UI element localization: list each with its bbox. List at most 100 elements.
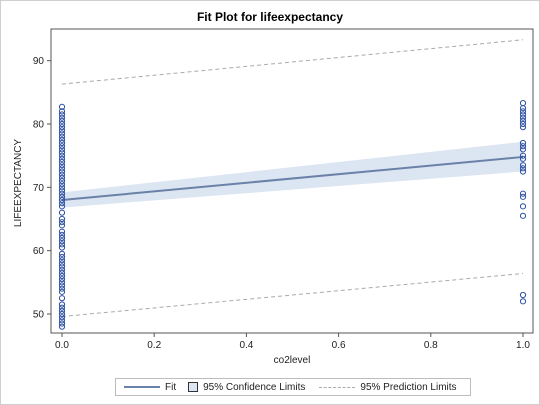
- x-tick-label-1: 0.2: [147, 340, 161, 351]
- plot-area-border: [50, 28, 534, 334]
- data-point-s1-4: [519, 193, 527, 200]
- data-point-s0-43: [58, 168, 66, 175]
- fit-line: [61, 155, 524, 201]
- data-point-s1-12: [519, 143, 527, 150]
- data-point-s1-16: [519, 117, 527, 124]
- data-point-s0-16: [58, 266, 66, 273]
- data-point-s1-0: [519, 298, 527, 305]
- data-point-s1-13: [519, 139, 527, 147]
- data-point-s0-55: [58, 130, 66, 137]
- data-point-s1-2: [519, 212, 527, 219]
- data-point-s0-2: [58, 317, 66, 324]
- data-point-s0-58: [58, 120, 66, 128]
- data-point-s0-34: [58, 196, 66, 204]
- data-point-s0-10: [58, 285, 66, 292]
- data-point-s0-7: [58, 301, 66, 308]
- data-point-s1-3: [519, 203, 527, 210]
- data-point-s0-3: [58, 314, 66, 321]
- data-point-s0-6: [58, 304, 66, 311]
- data-point-s0-26: [58, 231, 66, 238]
- data-point-s1-7: [519, 165, 527, 172]
- data-point-s1-20: [519, 105, 527, 112]
- data-point-s1-21: [519, 100, 527, 107]
- data-point-s0-38: [58, 184, 66, 191]
- data-point-s1-11: [519, 146, 527, 153]
- data-point-s0-47: [58, 155, 66, 162]
- data-point-s0-60: [58, 114, 66, 121]
- data-point-s0-59: [58, 117, 66, 124]
- data-point-s0-27: [58, 228, 66, 235]
- data-point-s0-52: [58, 139, 66, 147]
- data-point-s0-18: [58, 260, 66, 267]
- data-point-s0-31: [58, 209, 66, 216]
- data-point-s0-48: [58, 152, 66, 159]
- x-tick-label-5: 1.0: [516, 340, 530, 351]
- data-point-s1-18: [519, 111, 527, 118]
- prediction-line-swatch: [319, 386, 356, 388]
- data-point-s0-25: [58, 234, 66, 242]
- data-point-s0-46: [58, 158, 66, 166]
- data-point-s0-45: [58, 162, 66, 169]
- legend-item-fit: Fit: [124, 382, 176, 393]
- x-tick-label-2: 0.4: [239, 340, 253, 351]
- data-point-s0-51: [58, 143, 66, 150]
- legend-item-prediction: 95% Prediction Limits: [313, 381, 457, 393]
- data-point-s0-37: [58, 187, 66, 194]
- y-tick-label-1: 60: [33, 246, 45, 257]
- data-point-s0-21: [58, 250, 66, 257]
- data-point-s0-8: [58, 295, 66, 302]
- data-point-s0-5: [58, 307, 66, 314]
- confidence-band: [62, 141, 523, 208]
- data-point-s0-42: [58, 171, 66, 178]
- data-point-s1-17: [519, 114, 527, 121]
- data-point-s0-61: [58, 111, 66, 118]
- data-point-s0-4: [58, 310, 66, 318]
- legend-label-prediction: 95% Prediction Limits: [360, 381, 457, 393]
- data-point-s1-15: [519, 120, 527, 128]
- prediction-limit-upper: [61, 39, 524, 85]
- data-point-s0-50: [58, 146, 66, 153]
- data-point-s0-23: [58, 241, 66, 248]
- data-point-s0-30: [58, 215, 66, 223]
- data-point-s0-13: [58, 276, 66, 283]
- data-point-s0-56: [58, 127, 66, 134]
- legend-label-fit: Fit: [165, 381, 177, 393]
- data-point-s0-44: [58, 165, 66, 172]
- data-point-s0-0: [58, 323, 66, 330]
- data-point-s0-9: [58, 288, 66, 295]
- confidence-band-swatch: [188, 382, 199, 392]
- data-point-s0-11: [58, 282, 66, 289]
- data-point-s1-5: [519, 190, 527, 197]
- data-point-s0-20: [58, 253, 66, 261]
- data-point-s0-17: [58, 263, 66, 270]
- data-point-s0-57: [58, 124, 66, 131]
- data-point-s1-9: [519, 155, 527, 162]
- prediction-limit-lower: [61, 272, 524, 318]
- y-axis-label: LIFEEXPECTANCY: [13, 139, 24, 227]
- data-point-s0-41: [58, 174, 66, 181]
- data-point-s0-28: [58, 222, 66, 229]
- data-point-s0-1: [58, 320, 66, 327]
- legend-label-confidence: 95% Confidence Limits: [203, 381, 306, 393]
- data-point-s0-36: [58, 190, 66, 197]
- data-point-s0-62: [58, 108, 66, 115]
- data-point-s0-29: [58, 219, 66, 226]
- data-point-s0-39: [58, 181, 66, 188]
- chart-title: Fit Plot for lifeexpectancy: [196, 10, 344, 24]
- data-point-s1-6: [519, 168, 527, 175]
- data-point-s0-33: [58, 200, 66, 207]
- data-point-s0-54: [58, 133, 66, 140]
- data-point-s0-32: [58, 203, 66, 210]
- data-point-s0-24: [58, 238, 66, 245]
- data-point-s1-10: [519, 152, 527, 159]
- data-point-s1-19: [519, 108, 527, 115]
- data-point-s1-14: [519, 124, 527, 131]
- data-point-s1-8: [519, 162, 527, 169]
- y-tick-label-3: 80: [33, 120, 45, 131]
- x-tick-label-0: 0.0: [55, 340, 69, 351]
- data-point-s0-14: [58, 272, 66, 280]
- data-point-s0-35: [58, 193, 66, 200]
- data-point-s0-22: [58, 244, 66, 251]
- y-tick-label-0: 50: [33, 310, 45, 321]
